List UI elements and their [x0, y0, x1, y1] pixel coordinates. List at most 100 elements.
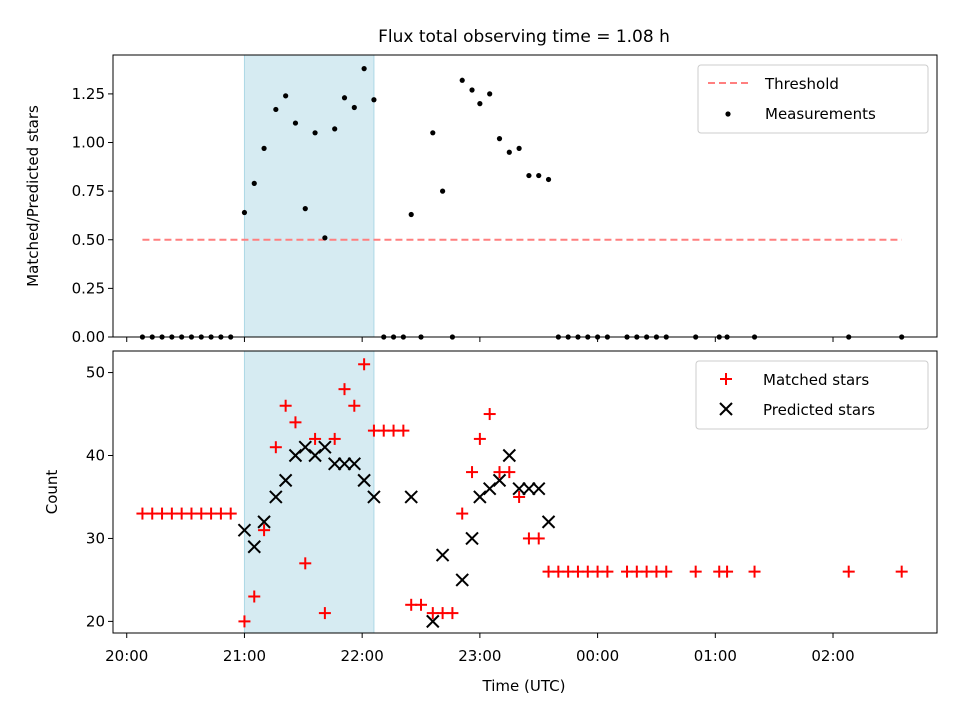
legend-label-matched: Matched stars	[763, 371, 869, 389]
predicted-star-point	[435, 548, 450, 562]
matched-star-point	[338, 383, 351, 396]
x-axis-label: Time (UTC)	[482, 677, 566, 695]
predicted-star-point	[257, 515, 271, 529]
measurement-point	[516, 145, 522, 151]
measurement-point	[302, 206, 308, 212]
matched-star-point	[415, 598, 428, 611]
predicted-star-point	[426, 614, 440, 629]
x-tick-label: 00:00	[576, 647, 619, 665]
measurement-point	[496, 136, 503, 142]
predicted-star-point	[318, 440, 332, 454]
predicted-star-point	[327, 457, 342, 471]
matched-star-point	[269, 441, 282, 454]
measurement-point	[332, 126, 338, 132]
predicted-star-point	[492, 473, 507, 488]
axes-frame-bottom	[112, 350, 938, 634]
matched-star-point	[289, 416, 302, 429]
y-tick-label: 0.25	[72, 279, 105, 297]
y-tick-label: 0.75	[72, 182, 105, 200]
measurement-point	[506, 149, 512, 155]
matched-star-point	[503, 466, 516, 479]
x-tick-label: 02:00	[811, 647, 854, 665]
matched-star-point	[328, 432, 341, 445]
x-tick-label: 20:00	[105, 647, 148, 665]
legend-swatch-matched	[720, 373, 732, 385]
measurement-point	[292, 120, 299, 126]
matched-star-point	[446, 607, 459, 620]
matched-star-point	[748, 565, 761, 578]
matched-star-point	[466, 466, 479, 479]
x-tick-label: 23:00	[458, 647, 501, 665]
y-tick-label: 40	[86, 447, 105, 465]
panel-bottom: 20 30 40 50 20:00 21:00 22:00 23:00 00:00 01:00 02…	[43, 350, 938, 695]
measurement-point	[408, 211, 414, 218]
y-tick-label: 1.00	[72, 134, 105, 152]
predicted-star-point	[532, 481, 546, 496]
measurement-point	[241, 209, 248, 216]
matched-star-point	[721, 565, 734, 578]
matched-star-point	[299, 557, 312, 570]
ticks-bottom: 20 30 40 50 20:00 21:00 22:00 23:00 00:00 01:00 02…	[86, 364, 855, 665]
y-axis-label-bottom: Count	[43, 470, 61, 515]
predicted-star-point	[247, 540, 261, 554]
legend-box-top	[697, 64, 929, 134]
x-tick-label: 01:00	[694, 647, 737, 665]
legend-top: Threshold Measurements	[697, 64, 929, 134]
measurement-point	[459, 77, 465, 83]
legend-box-bottom	[695, 360, 929, 430]
measurement-point	[536, 172, 542, 179]
predicted-star-point	[522, 481, 536, 496]
predicted-star-point	[357, 473, 371, 488]
predicted-star-point	[347, 457, 362, 471]
measurement-point	[322, 235, 328, 241]
predicted-star-point	[482, 481, 497, 496]
measurement-point	[545, 176, 552, 183]
predicted-star-point	[288, 448, 303, 463]
predicted-star-point	[512, 481, 526, 496]
matched-star-point	[348, 399, 361, 412]
predicted-star-point	[237, 523, 252, 537]
y-tick-label: 1.25	[72, 85, 105, 103]
predicted-star-point	[298, 440, 312, 454]
matched-star-point	[660, 565, 673, 578]
matched-star-point	[456, 507, 469, 520]
legend-label-threshold: Threshold	[764, 75, 839, 93]
matched-star-point	[238, 615, 251, 628]
measurement-point	[477, 101, 483, 107]
count-points	[136, 358, 908, 629]
axes-frame-top	[112, 54, 938, 338]
ticks-top: 0.00 0.25 0.50 0.75 1.00 1.25	[72, 85, 834, 346]
matched-star-point	[258, 524, 271, 537]
legend-bottom: Matched stars Predicted stars	[695, 360, 929, 430]
matched-star-point	[309, 432, 322, 445]
predicted-star-point	[269, 490, 283, 504]
measurement-point	[361, 66, 367, 72]
measurement-point	[469, 87, 475, 93]
highlight-span-top	[243, 54, 375, 338]
measurement-point	[440, 188, 446, 194]
measurement-point	[283, 93, 289, 99]
predicted-star-point	[337, 457, 352, 471]
matched-star-point	[358, 358, 371, 371]
matched-star-point	[895, 565, 908, 578]
measurement-point	[261, 145, 267, 151]
matched-star-point	[483, 408, 496, 421]
predicted-star-point	[278, 473, 293, 488]
predicted-star-point	[308, 448, 322, 463]
x-tick-label: 21:00	[223, 647, 266, 665]
predicted-star-point	[502, 448, 517, 463]
panel-top: 0.00 0.25 0.50 0.75 1.00 1.25 Matched/Predict…	[24, 54, 938, 346]
measurement-point	[430, 130, 436, 136]
matched-star-point	[532, 532, 545, 545]
predicted-star-point	[473, 490, 487, 504]
y-tick-label: 30	[86, 529, 105, 547]
figure-title: Flux total observing time = 1.08 h	[378, 27, 670, 47]
measurement-point	[351, 104, 357, 111]
predicted-star-point	[541, 515, 556, 529]
matched-star-point	[689, 565, 702, 578]
matched-star-point	[601, 565, 614, 578]
matched-star-point	[224, 507, 237, 520]
y-tick-label: 0.00	[72, 328, 105, 346]
y-tick-label: 50	[86, 364, 105, 382]
